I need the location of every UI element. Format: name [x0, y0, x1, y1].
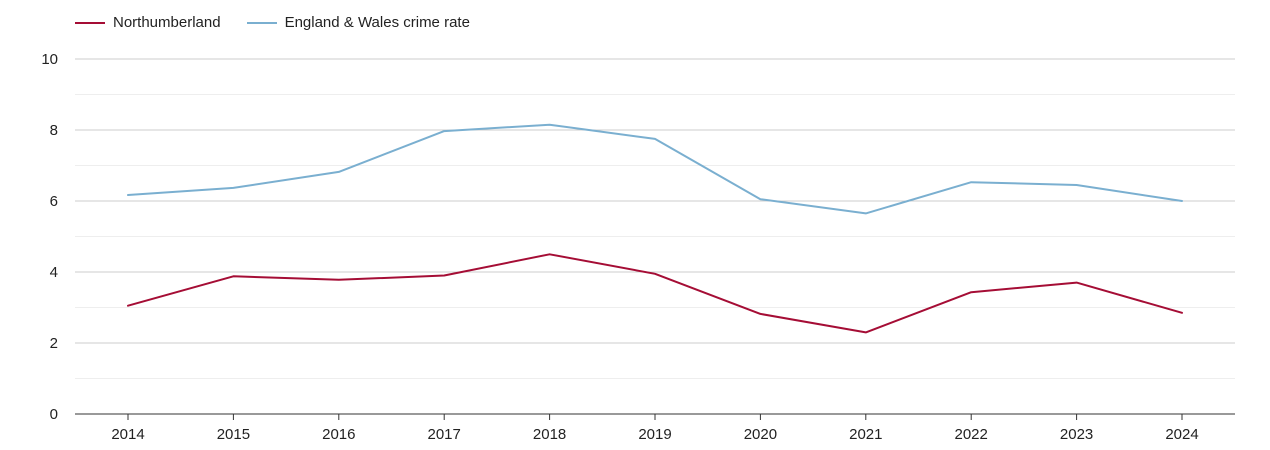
x-tick-label: 2021: [849, 426, 882, 443]
x-tick-label: 2017: [428, 426, 461, 443]
y-tick-label: 2: [50, 335, 58, 352]
x-tick-label: 2018: [533, 426, 566, 443]
y-tick-label: 8: [50, 122, 58, 139]
x-tick-label: 2024: [1165, 426, 1198, 443]
y-tick-label: 0: [50, 406, 58, 423]
series-line-northumberland[interactable]: [128, 254, 1182, 332]
x-tick-label: 2014: [111, 426, 144, 443]
y-tick-label: 6: [50, 193, 58, 210]
series-lines: [128, 125, 1182, 333]
x-tick-label: 2022: [955, 426, 988, 443]
line-chart: 2014 2015 2016 2017 2018 2019 2020 2021 2022 2023…: [0, 0, 1270, 450]
tick-labels: 2014 2015 2016 2017 2018 2019 2020 2021 2022 2023…: [41, 51, 1198, 443]
x-tick-label: 2023: [1060, 426, 1093, 443]
series-line-england-wales[interactable]: [128, 125, 1182, 214]
y-tick-label: 4: [50, 264, 58, 281]
axes: [75, 414, 1235, 420]
x-tick-label: 2020: [744, 426, 777, 443]
y-tick-label: 10: [41, 51, 58, 68]
x-tick-label: 2015: [217, 426, 250, 443]
grid-lines: [75, 59, 1235, 379]
chart-container: Northumberland England & Wales crime rat…: [0, 0, 1270, 450]
x-tick-label: 2016: [322, 426, 355, 443]
x-tick-label: 2019: [638, 426, 671, 443]
